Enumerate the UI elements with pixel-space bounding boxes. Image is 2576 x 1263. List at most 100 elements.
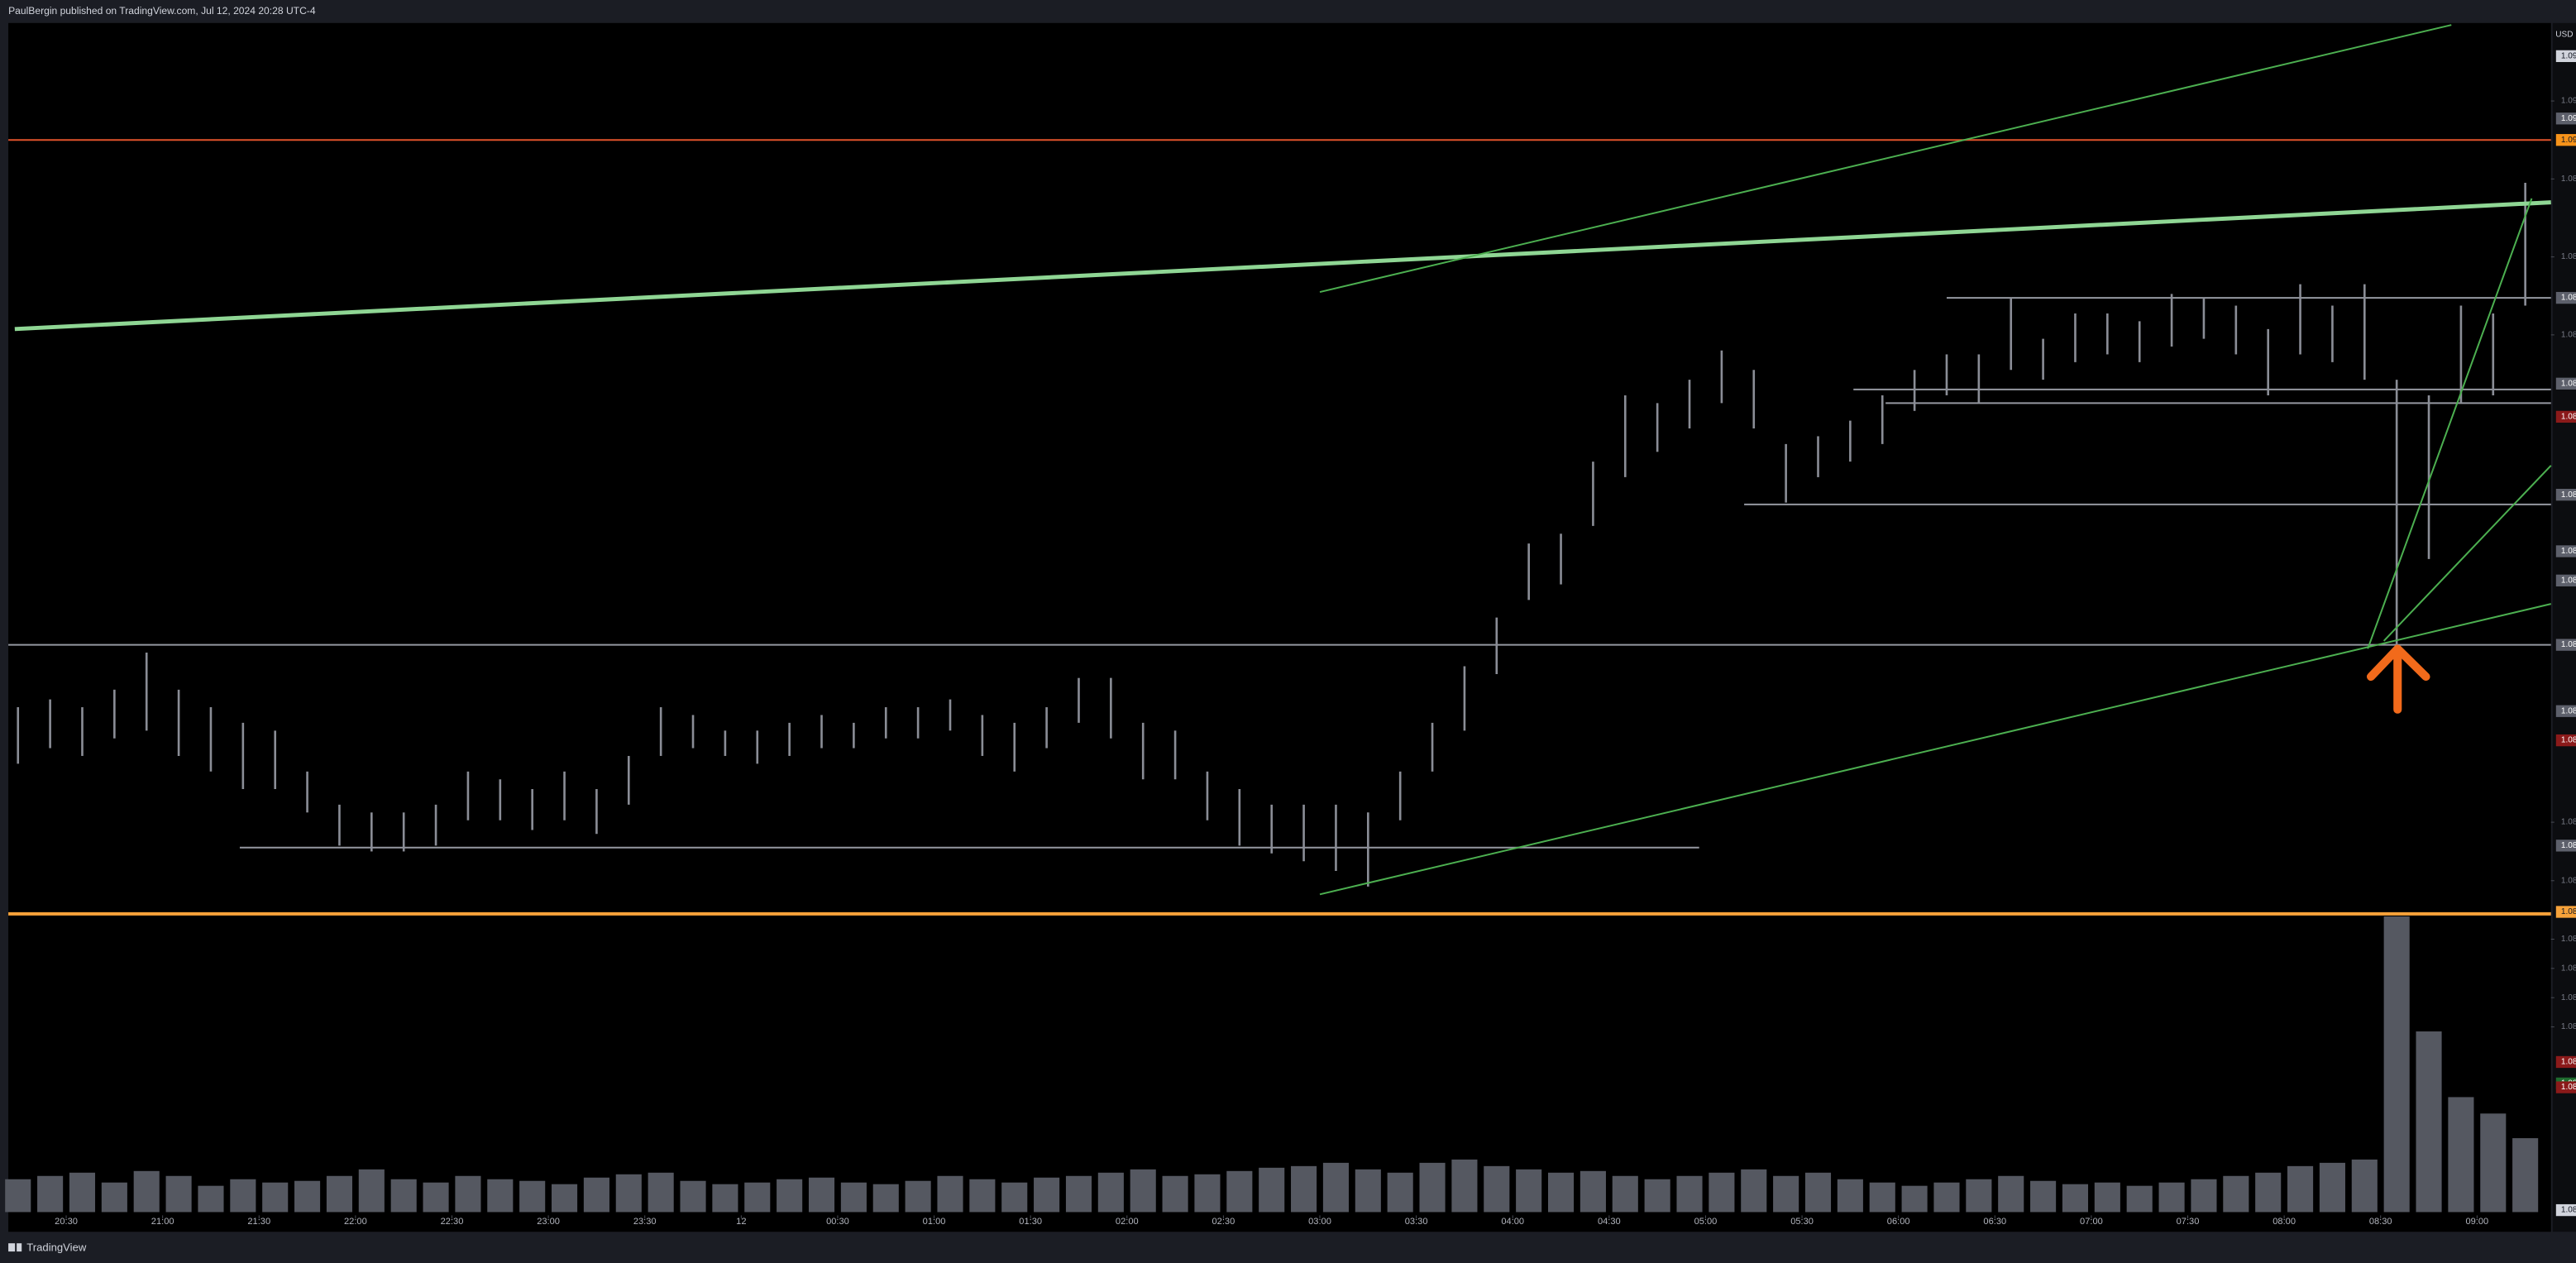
price-label-box bbox=[2555, 906, 2576, 918]
volume-bar bbox=[1676, 1175, 1703, 1213]
trendline bbox=[2367, 198, 2533, 649]
volume-bar bbox=[1804, 1172, 1832, 1213]
volume-bar bbox=[2062, 1184, 2089, 1213]
price-label: 1.09000 bbox=[2561, 136, 2576, 145]
volume-bar bbox=[2223, 1175, 2249, 1213]
price-label-box bbox=[2555, 377, 2576, 390]
y-tick-label: 1.08590 bbox=[2561, 935, 2576, 944]
x-tick-label: 02:30 bbox=[1212, 1217, 1235, 1227]
volume-bar bbox=[2191, 1179, 2217, 1213]
volume-bar bbox=[1355, 1169, 1381, 1213]
x-tick-label: 03:00 bbox=[1308, 1217, 1331, 1227]
price-label: 1.09011 bbox=[2561, 114, 2576, 123]
volume-bar bbox=[198, 1185, 224, 1213]
volume-bar bbox=[744, 1182, 771, 1213]
x-tick-label: 20:30 bbox=[55, 1217, 78, 1227]
volume-bar bbox=[1130, 1169, 1156, 1213]
volume-bar bbox=[1001, 1182, 1028, 1213]
x-tick-label: 07:00 bbox=[2080, 1217, 2103, 1227]
volume-bar bbox=[37, 1175, 64, 1213]
volume-bar bbox=[390, 1179, 417, 1213]
volume-bar bbox=[487, 1179, 514, 1213]
volume-bar bbox=[615, 1174, 642, 1213]
price-label: 1.08707 bbox=[2561, 706, 2576, 715]
volume-bar bbox=[2255, 1172, 2282, 1213]
x-tick-label: 06:00 bbox=[1887, 1217, 1910, 1227]
price-label: 1.08875 bbox=[2561, 379, 2576, 388]
volume-bar bbox=[1773, 1175, 1799, 1213]
x-tick-label: 06:30 bbox=[1983, 1217, 2006, 1227]
x-tick-label: 22:30 bbox=[441, 1217, 464, 1227]
price-label-box bbox=[2555, 639, 2576, 651]
price-label: 1.08604 bbox=[2561, 907, 2576, 916]
x-tick-label: 03:30 bbox=[1405, 1217, 1428, 1227]
volume-bar bbox=[326, 1175, 352, 1213]
y-tick-label: 1.09020 bbox=[2561, 97, 2576, 106]
plot-area bbox=[8, 22, 2551, 1232]
trendline bbox=[14, 200, 2551, 332]
volume-bar bbox=[1644, 1179, 1670, 1213]
trendline bbox=[1319, 603, 2551, 896]
volume-bar bbox=[2287, 1165, 2314, 1213]
price-label-box bbox=[2555, 574, 2576, 586]
volume-bar bbox=[1709, 1172, 1735, 1213]
volume-bar bbox=[2416, 1031, 2442, 1213]
price-label-box bbox=[2555, 1203, 2576, 1217]
x-tick-label: 08:00 bbox=[2273, 1217, 2296, 1227]
price-label-box bbox=[2555, 112, 2576, 125]
y-tick-label: 1.08545 bbox=[2561, 1022, 2576, 1031]
volume-bar bbox=[2448, 1097, 2474, 1213]
price-label: 1.08527 bbox=[2561, 1058, 2576, 1067]
volume-bar bbox=[1998, 1175, 2024, 1213]
volume-bar bbox=[1837, 1179, 1863, 1213]
volume-bar bbox=[1226, 1170, 1253, 1213]
volume-bar bbox=[1034, 1177, 1060, 1213]
header: PaulBergin published on TradingView.com,… bbox=[8, 5, 316, 17]
volume-bar bbox=[1741, 1169, 1767, 1213]
price-label: 1.08741 bbox=[2561, 640, 2576, 649]
price-label: 1.08789 bbox=[2561, 547, 2576, 556]
y-tick-label: 1.08900 bbox=[2561, 331, 2576, 340]
price-label: 1.08858 bbox=[2561, 413, 2576, 422]
x-tick-label: 04:30 bbox=[1598, 1217, 1621, 1227]
volume-bar bbox=[777, 1179, 803, 1213]
volume-bar bbox=[455, 1175, 481, 1213]
currency: USD bbox=[2555, 30, 2573, 39]
plot: 20:30 21:00 21:30 22:00 22:30 23:00 23:30 12 00:… bbox=[5, 24, 2576, 1227]
price-label-box bbox=[2555, 134, 2576, 146]
volume-bar bbox=[1966, 1179, 1992, 1213]
price-label-box bbox=[2555, 840, 2576, 852]
volume-bar bbox=[648, 1172, 674, 1213]
volume-bar bbox=[5, 1179, 31, 1213]
price-label-box bbox=[2555, 1081, 2576, 1093]
volume-bar bbox=[1516, 1169, 1542, 1213]
volume-bar bbox=[1547, 1172, 1575, 1213]
x-tick-label: 21:00 bbox=[151, 1217, 174, 1227]
volume-bar bbox=[262, 1182, 289, 1213]
x-tick-label: 01:00 bbox=[923, 1217, 946, 1227]
trendline bbox=[2382, 465, 2552, 642]
x-tick-label: 00:30 bbox=[826, 1217, 849, 1227]
volume-bar bbox=[551, 1184, 578, 1213]
price-label-box bbox=[2555, 291, 2576, 304]
volume-bar bbox=[1580, 1170, 1606, 1213]
x-tick-label: 09:00 bbox=[2465, 1217, 2488, 1227]
volume-bar bbox=[583, 1177, 609, 1213]
y-tick-label: 1.08940 bbox=[2561, 252, 2576, 261]
x-tick-label: 01:30 bbox=[1019, 1217, 1042, 1227]
volume-bar bbox=[358, 1169, 385, 1213]
price-label: 1.08514 bbox=[2561, 1083, 2576, 1092]
volume-bar bbox=[840, 1182, 867, 1213]
price-label: 1.08818 bbox=[2561, 490, 2576, 500]
x-tick-label: 07:30 bbox=[2177, 1217, 2200, 1227]
price-label: 1.08638 bbox=[2561, 841, 2576, 850]
volume-bar bbox=[1933, 1182, 1960, 1213]
volume-bar bbox=[294, 1180, 321, 1213]
volume-bar bbox=[423, 1182, 449, 1213]
volume-bar bbox=[1612, 1175, 1638, 1213]
price-label-box bbox=[2555, 1055, 2576, 1069]
volume-bar bbox=[2480, 1113, 2507, 1213]
volume-bar bbox=[1387, 1172, 1413, 1213]
x-tick-label: 08:30 bbox=[2369, 1217, 2392, 1227]
